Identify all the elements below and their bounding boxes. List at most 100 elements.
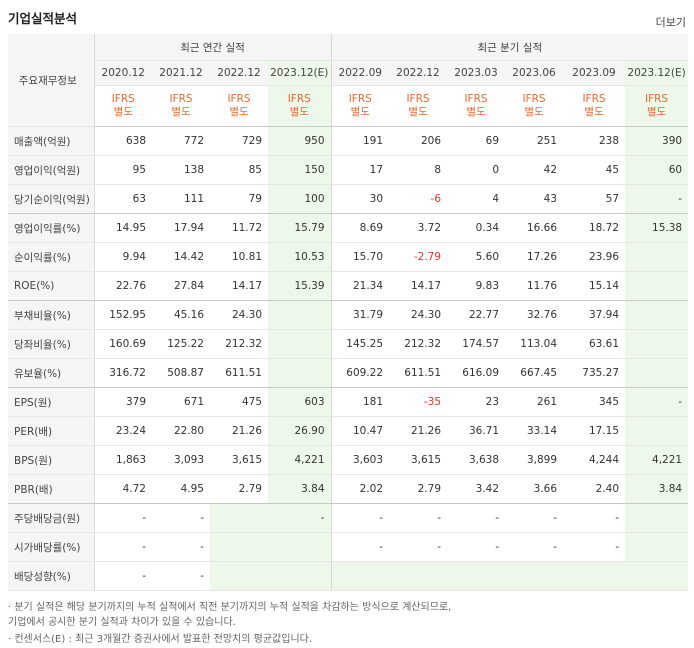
value-cell: - [447, 532, 506, 562]
period-annual: 2023.12(E) [268, 60, 332, 86]
value-cell: 14.17 [389, 271, 448, 301]
value-cell: - [152, 561, 210, 591]
value-cell: 113.04 [505, 329, 564, 359]
value-cell: 4.72 [94, 474, 152, 504]
value-cell: 238 [563, 126, 626, 156]
value-cell: 17.94 [152, 213, 210, 243]
row-label: 유보율(%) [8, 358, 95, 388]
value-cell: 4.95 [152, 474, 210, 504]
value-cell: - [94, 503, 152, 533]
value-cell: 125.22 [152, 329, 210, 359]
value-cell: 390 [625, 126, 689, 156]
value-cell: 3,899 [505, 445, 564, 475]
value-cell: 181 [331, 387, 390, 417]
value-cell: 15.70 [331, 242, 390, 272]
value-cell: 3,615 [389, 445, 448, 475]
row-label: BPS(원) [8, 445, 95, 475]
ifrs-bottom: 별도 [289, 106, 309, 118]
value-cell: 45 [563, 155, 626, 185]
financial-table: 주요재무정보 최근 연간 실적 최근 분기 실적 2020.12 2021.12 2022… [8, 34, 689, 591]
row-label: 시가배당률(%) [8, 532, 95, 562]
value-cell: 3.66 [505, 474, 564, 504]
value-cell: 18.72 [563, 213, 626, 243]
value-cell: 671 [152, 387, 210, 417]
value-cell: - [505, 532, 564, 562]
value-cell: 15.79 [268, 213, 332, 243]
value-cell: - [331, 532, 390, 562]
row-label: ROE(%) [8, 271, 95, 301]
value-cell [563, 561, 626, 591]
ifrs-label: IFRS 별도 [268, 85, 332, 127]
value-cell: - [331, 503, 390, 533]
value-cell: -6 [389, 184, 448, 214]
value-cell: 111 [152, 184, 210, 214]
table-row: 유보율(%) 316.72 508.87 611.51 609.22 611.51 616.… [8, 358, 689, 388]
value-cell: 0.34 [447, 213, 506, 243]
value-cell: 23.24 [94, 416, 152, 446]
value-cell: 3,638 [447, 445, 506, 475]
value-cell: 85 [210, 155, 268, 185]
value-cell: 15.14 [563, 271, 626, 301]
ifrs-label: IFRS 별도 [563, 85, 626, 127]
value-cell: 95 [94, 155, 152, 185]
value-cell: 729 [210, 126, 268, 156]
table-row: 당기순이익(억원) 63 111 79 100 30 -6 4 43 57- [8, 184, 689, 214]
row-label: 영업이익률(%) [8, 213, 95, 243]
value-cell: - [152, 503, 210, 533]
row-label: 배당성향(%) [8, 561, 95, 591]
more-link[interactable]: 더보기 [655, 16, 686, 29]
value-cell [210, 532, 268, 562]
value-cell: 36.71 [447, 416, 506, 446]
value-cell: 14.95 [94, 213, 152, 243]
ifrs-top: IFRS [111, 93, 135, 105]
value-cell [389, 561, 448, 591]
value-cell: - [447, 503, 506, 533]
value-cell [625, 329, 689, 359]
value-cell: 14.17 [210, 271, 268, 301]
value-cell: 3.42 [447, 474, 506, 504]
value-cell: 735.27 [563, 358, 626, 388]
ifrs-top: IFRS [464, 93, 488, 105]
value-cell: 16.66 [505, 213, 564, 243]
value-cell: 11.76 [505, 271, 564, 301]
value-cell: 60 [625, 155, 689, 185]
value-cell: 27.84 [152, 271, 210, 301]
value-cell [331, 561, 390, 591]
value-cell: 17.15 [563, 416, 626, 446]
note-3: · 컨센서스(E) : 최근 3개월간 증권사에서 발표한 전망치의 평균값입니… [8, 634, 313, 645]
value-cell: 23 [447, 387, 506, 417]
table-row: 배당성향(%) - - [8, 561, 689, 591]
value-cell: 638 [94, 126, 152, 156]
value-cell: 379 [94, 387, 152, 417]
value-cell: 152.95 [94, 300, 152, 330]
value-cell: - [505, 503, 564, 533]
ifrs-top: IFRS [406, 93, 430, 105]
value-cell: 667.45 [505, 358, 564, 388]
value-cell: - [625, 387, 689, 417]
value-cell: 10.47 [331, 416, 390, 446]
ifrs-top: IFRS [522, 93, 546, 105]
value-cell: 611.51 [210, 358, 268, 388]
period-annual: 2020.12 [94, 60, 152, 86]
value-cell: 251 [505, 126, 564, 156]
value-cell: 603 [268, 387, 332, 417]
period-quarter: 2023.09 [563, 60, 626, 86]
value-cell: 79 [210, 184, 268, 214]
period-quarter: 2023.03 [447, 60, 506, 86]
value-cell: 609.22 [331, 358, 390, 388]
table-row: PBR(배) 4.72 4.95 2.79 3.84 2.02 2.79 3.42 3.66 2.… [8, 474, 689, 504]
value-cell: 2.40 [563, 474, 626, 504]
ifrs-bottom: 별도 [171, 106, 191, 118]
value-cell: 17 [331, 155, 390, 185]
ifrs-bottom: 별도 [524, 106, 544, 118]
value-cell: 100 [268, 184, 332, 214]
value-cell: 33.14 [505, 416, 564, 446]
value-cell [625, 271, 689, 301]
row-label: 부채비율(%) [8, 300, 95, 330]
value-cell: 261 [505, 387, 564, 417]
value-cell: 508.87 [152, 358, 210, 388]
ifrs-top: IFRS [169, 93, 193, 105]
table-row: 주당배당금(원) - - - - - - - - [8, 503, 689, 533]
period-annual: 2021.12 [152, 60, 210, 86]
ifrs-bottom: 별도 [350, 106, 370, 118]
